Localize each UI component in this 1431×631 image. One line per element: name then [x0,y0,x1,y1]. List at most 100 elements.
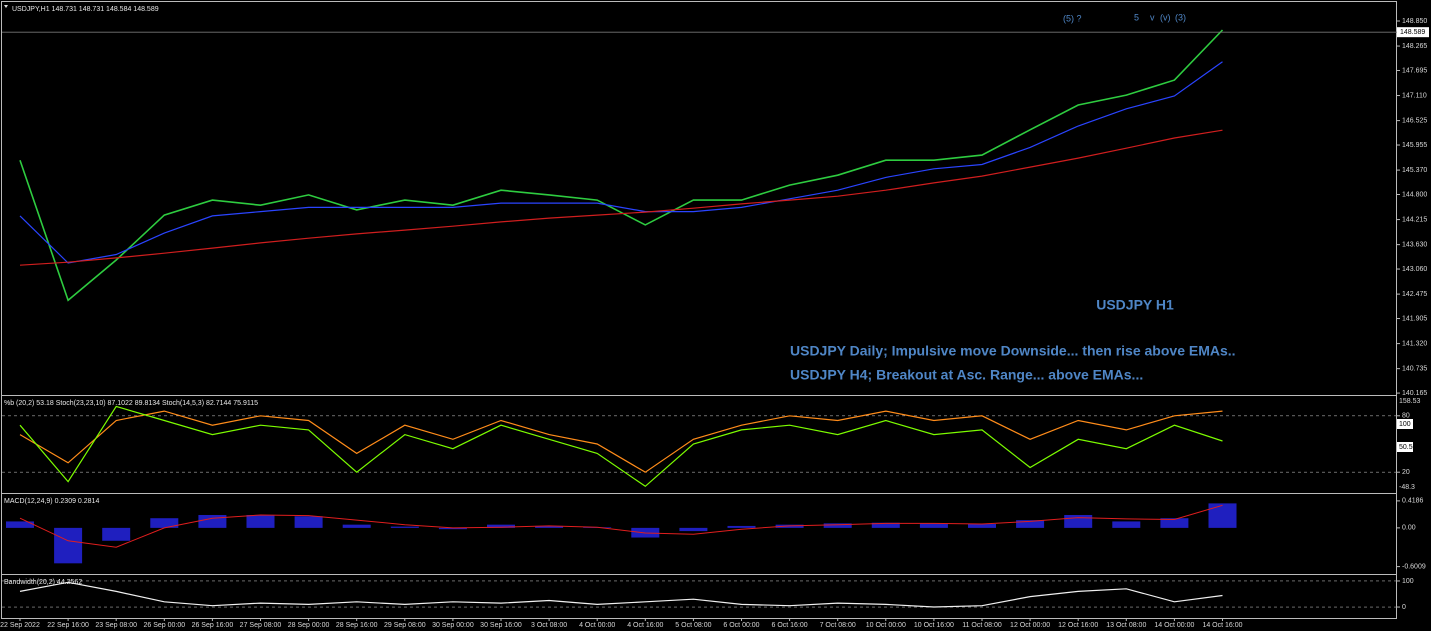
panel-title: USDJPY,H1 148.731 148.731 148.584 148.58… [12,6,159,13]
series-line [19,29,1224,302]
x-tick-label: 13 Oct 08:00 [1106,622,1146,629]
menu-arrow [4,5,8,8]
series-line [19,410,1223,473]
y-tick-label: 143.630 [1402,241,1427,248]
wave-label: (5) ? [1063,13,1082,23]
x-tick-label: 10 Oct 00:00 [866,622,906,629]
y-tick-label: 144.215 [1402,216,1427,223]
side-label: -48.3 [1399,484,1415,491]
y-tick-label: 143.060 [1402,266,1427,273]
y-tick-label: 146.525 [1402,117,1427,124]
wave-label: (3) [1175,12,1186,22]
histogram-bar [1160,518,1189,528]
x-tick-label: 10 Oct 16:00 [914,622,954,629]
x-tick-label: 11 Oct 08:00 [962,622,1002,629]
x-tick-label: 14 Oct 00:00 [1154,622,1194,629]
y-tick-label: 145.955 [1402,142,1427,149]
histogram-bar [390,526,419,528]
y-tick-label: 0.4186 [1402,498,1424,505]
panel-title: Bandwidth(20,2) 44.2562 [4,579,82,586]
histogram-bar [679,527,708,532]
x-tick-label: 14 Oct 16:00 [1202,622,1242,629]
signal-line [19,504,1223,548]
panel-title: %b (20,2) 53.18 Stoch(23,23,10) 87.1022 … [4,400,258,407]
histogram-bar [102,527,131,541]
y-tick-label: 147.695 [1402,67,1427,74]
annotation: USDJPY H1 [1096,297,1174,313]
histogram-bar [150,518,179,528]
histogram-bar [823,523,852,528]
histogram-bar [294,516,323,528]
histogram-bar [1016,520,1045,528]
histogram-bar [198,514,227,528]
x-tick-label: 30 Sep 00:00 [432,622,474,629]
price-box [1397,27,1429,38]
y-tick-label: 20 [1402,469,1410,476]
wave-label: 5 [1134,12,1139,22]
x-tick-label: 22 Sep 2022 [0,622,40,629]
y-tick-label: 141.905 [1402,315,1427,322]
histogram-bar [1064,514,1093,528]
histogram-bar [727,525,756,528]
x-tick-label: 12 Oct 00:00 [1010,622,1050,629]
x-tick-label: 30 Sep 16:00 [480,622,522,629]
wave-label: (v) [1160,12,1171,22]
x-tick-label: 4 Oct 00:00 [579,622,615,629]
x-tick-label: 12 Oct 16:00 [1058,622,1098,629]
x-tick-label: 7 Oct 08:00 [820,622,856,629]
y-tick-label: 141.320 [1402,340,1427,347]
x-tick-label: 5 Oct 08:00 [675,622,711,629]
annotation: USDJPY Daily; Impulsive move Downside...… [790,343,1236,359]
histogram-bar [438,527,467,530]
y-tick-label: 0.00 [1402,525,1416,532]
histogram-bar [54,527,83,564]
side-label: 50.50 [1399,444,1417,451]
x-tick-label: 27 Sep 08:00 [240,622,282,629]
y-tick-label: 100 [1402,578,1414,585]
side-label-box [1397,442,1413,452]
side-label: 158.53 [1399,398,1421,405]
series-line [19,405,1223,488]
price-label: 148.589 [1400,29,1425,36]
y-tick-label: 148.850 [1402,18,1427,25]
frame [1,1,1397,619]
histogram-bar [535,525,564,528]
histogram-bar [246,514,275,528]
annotation: USDJPY H4; Breakout at Asc. Range... abo… [790,367,1143,383]
histogram-bar [968,524,996,528]
x-tick-label: 23 Sep 08:00 [95,622,137,629]
y-tick-label: 148.265 [1402,43,1427,50]
series-line [19,61,1223,264]
x-tick-label: 29 Sep 08:00 [384,622,426,629]
histogram-bar [871,522,900,528]
x-tick-label: 26 Sep 16:00 [192,622,234,629]
y-tick-label: 142.475 [1402,291,1427,298]
x-tick-label: 22 Sep 16:00 [47,622,89,629]
y-tick-label: 145.370 [1402,167,1427,174]
x-tick-label: 28 Sep 00:00 [288,622,330,629]
series-line [19,581,1223,608]
side-label: 100 [1399,421,1411,428]
x-tick-label: 6 Oct 16:00 [771,622,807,629]
y-tick-label: 140.165 [1402,390,1427,397]
panel-title: MACD(12,24,9) 0.2309 0.2814 [4,498,99,505]
y-tick-label: -0.6009 [1402,563,1426,570]
x-tick-label: 4 Oct 16:00 [627,622,663,629]
y-tick-label: 0 [1402,604,1406,611]
x-tick-label: 26 Sep 00:00 [143,622,185,629]
x-tick-label: 3 Oct 08:00 [531,622,567,629]
histogram-bar [6,521,34,528]
histogram-bar [342,524,371,528]
wave-label: v [1150,12,1155,22]
x-tick-label: 6 Oct 00:00 [723,622,759,629]
series-line [19,129,1223,266]
side-label-box [1397,419,1413,429]
y-tick-label: 140.735 [1402,365,1427,372]
histogram-bar [1112,521,1141,528]
histogram-bar [487,524,515,528]
y-tick-label: 144.800 [1402,191,1427,198]
histogram-bar [1208,503,1237,528]
y-tick-label: 80 [1402,413,1410,420]
